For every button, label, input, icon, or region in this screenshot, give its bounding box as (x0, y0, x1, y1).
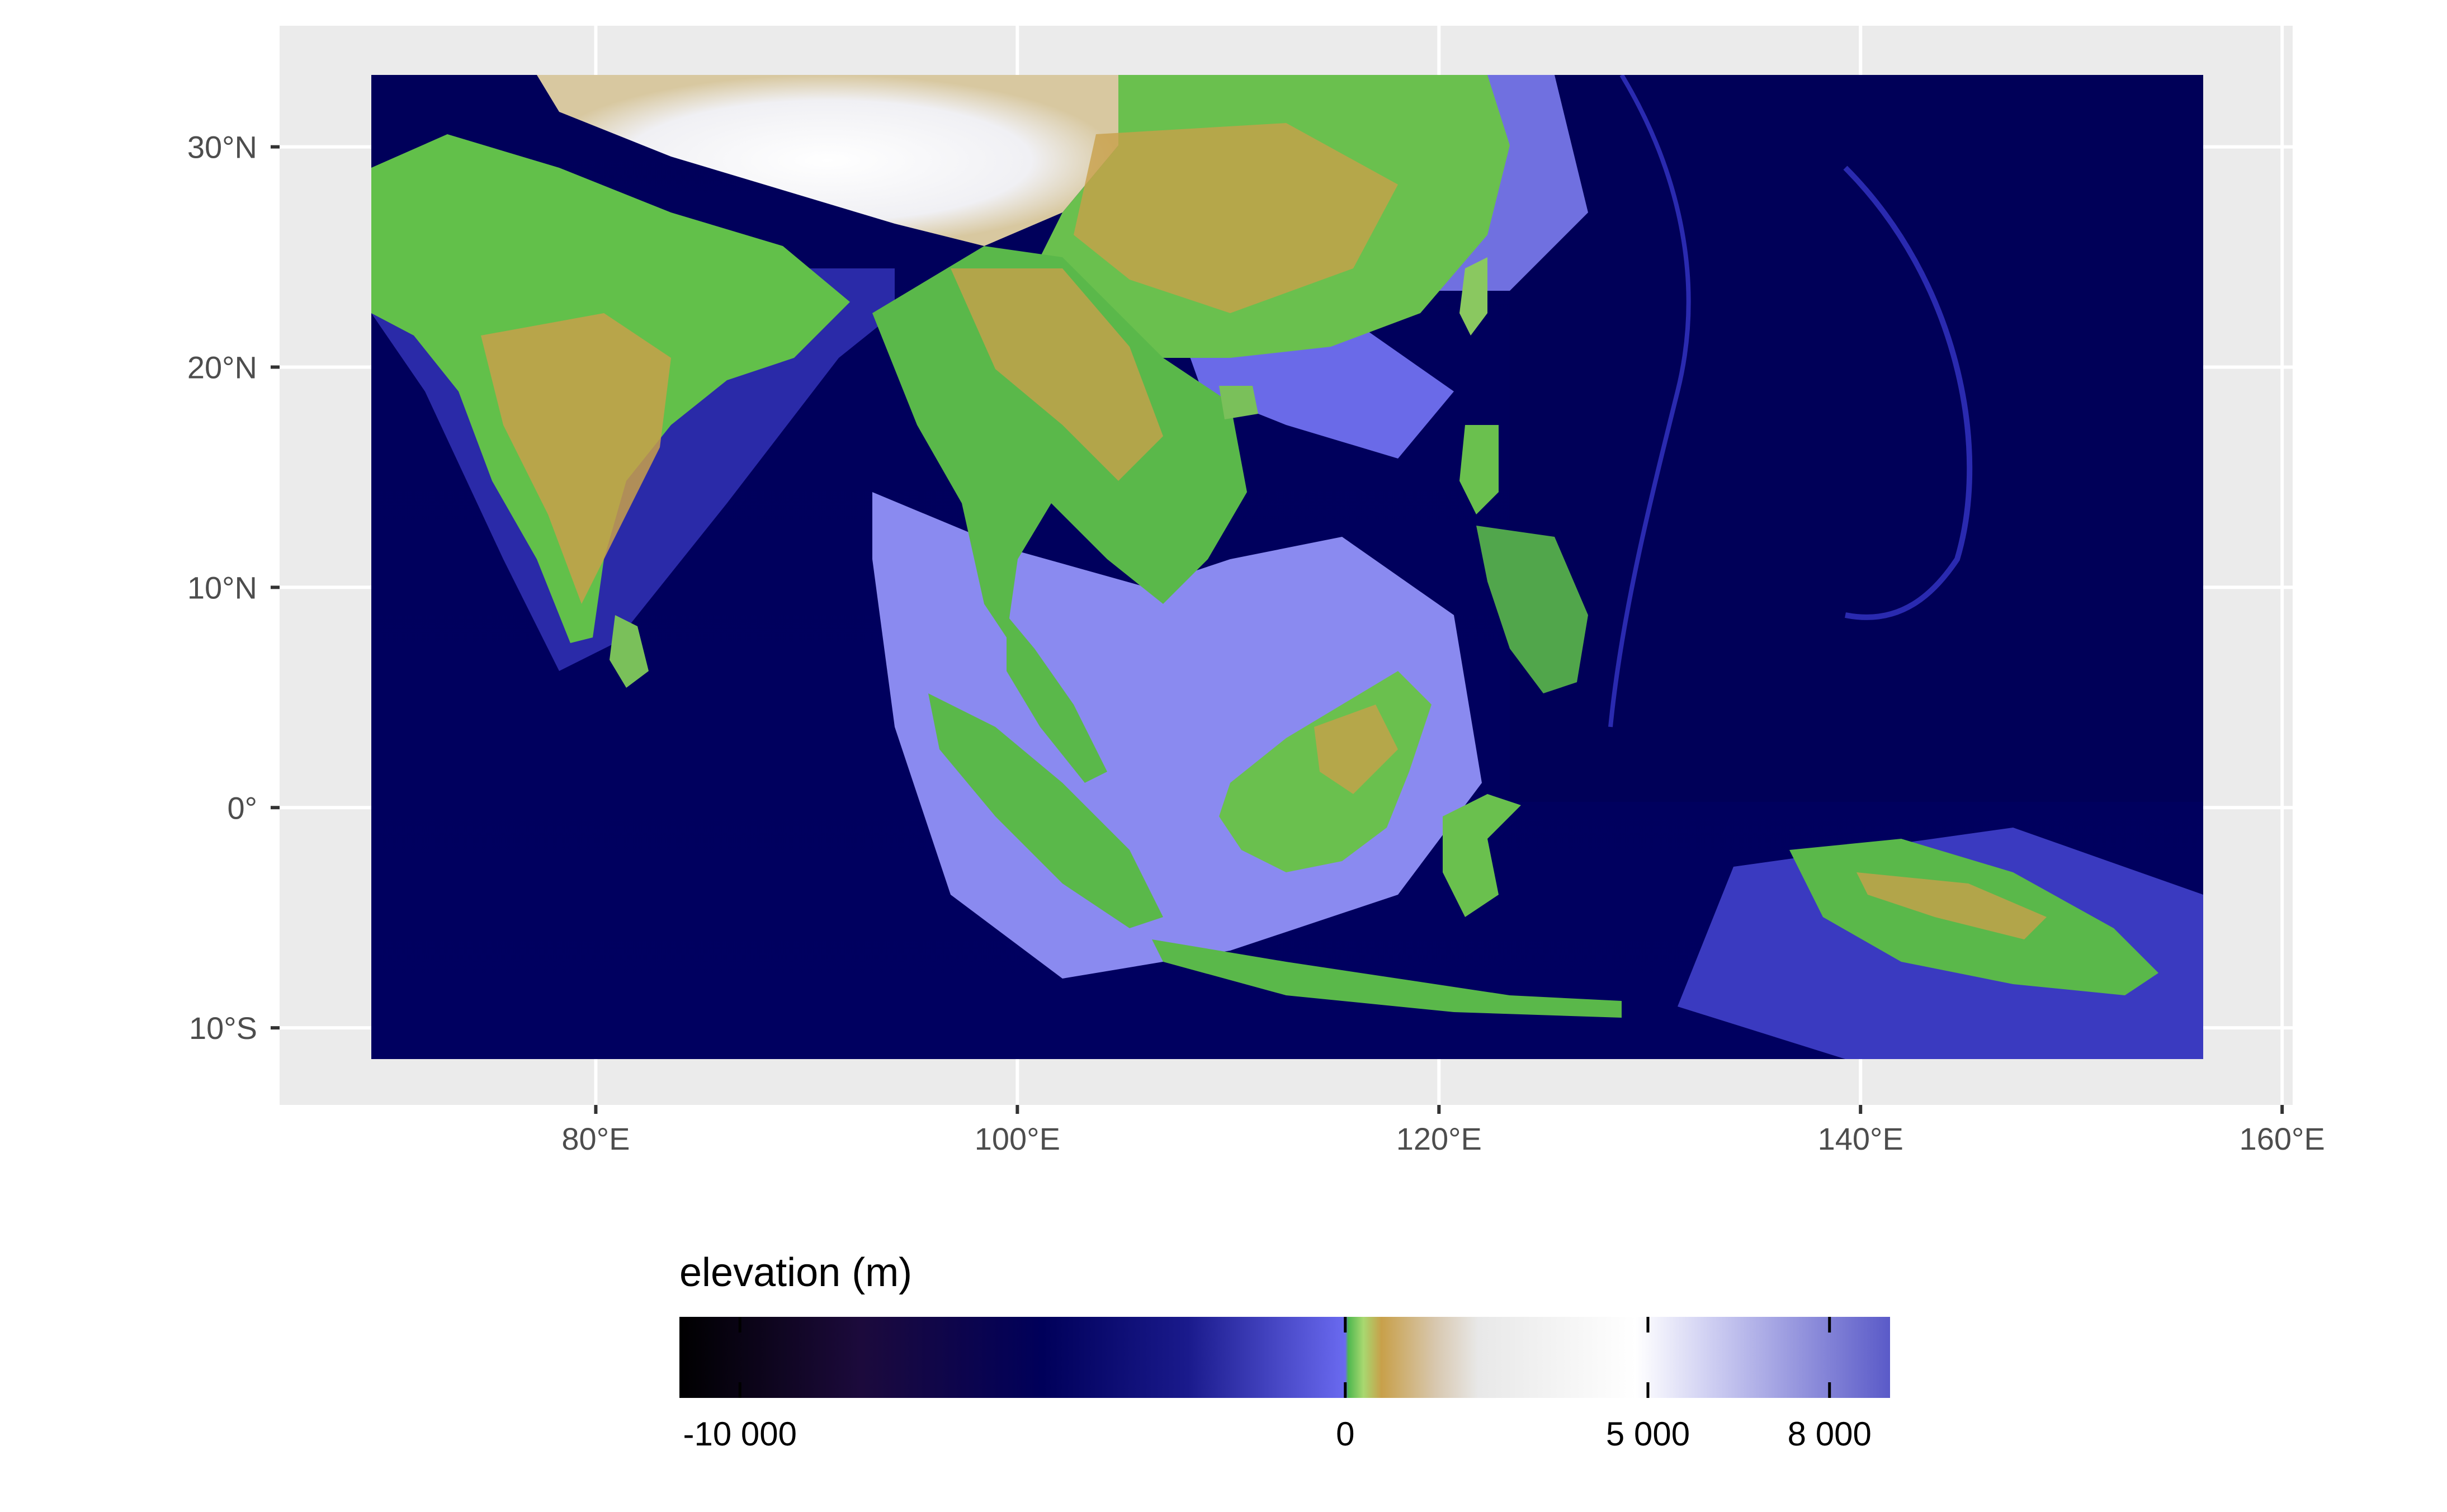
x-tick-label: 160°E (2240, 1121, 2325, 1156)
luzon (1459, 425, 1499, 514)
y-tick-label: 10°N (187, 570, 257, 605)
sri-lanka (610, 615, 649, 688)
y-tick-label: 30°N (187, 130, 257, 165)
x-tick-label: 80°E (561, 1121, 630, 1156)
y-tick-label: 20°N (187, 350, 257, 385)
java-lesser-sunda (1152, 939, 1622, 1018)
legend-break-label: 5 000 (1606, 1415, 1690, 1453)
mariana-trench-outline (1843, 166, 1973, 620)
deccan-plateau (481, 313, 671, 604)
legend-ticks: -10 000 0 5 000 8 000 (683, 1317, 1872, 1453)
ridge-outline (1608, 75, 1691, 727)
y-tick-label: 0° (227, 790, 257, 825)
new-guinea-highlands (1856, 872, 2047, 939)
sumatra (928, 693, 1163, 928)
y-tick-label: 10°S (189, 1010, 257, 1046)
indochina (872, 246, 1247, 637)
legend: elevation (m) -10 000 0 5 000 8 000 (679, 1250, 1890, 1453)
malay-peninsula (1007, 615, 1107, 783)
legend-break-label: -10 000 (683, 1415, 797, 1453)
x-tick-label: 100°E (975, 1121, 1060, 1156)
y-axis: 30°N 20°N 10°N 0° 10°S (187, 130, 280, 1046)
elevation-raster (371, 75, 2203, 1059)
taiwan-island (1459, 257, 1487, 336)
indochina-highlands (951, 268, 1163, 481)
x-axis: 80°E 100°E 120°E 140°E 160°E (561, 1105, 2325, 1156)
x-tick-label: 120°E (1396, 1121, 1482, 1156)
legend-colorbar (679, 1317, 1890, 1398)
china-hills (1074, 123, 1398, 313)
philippine-islands (1476, 526, 1588, 693)
himalaya-tibet (537, 75, 1118, 246)
legend-title: elevation (m) (679, 1250, 912, 1295)
x-tick-label: 140°E (1818, 1121, 1903, 1156)
hainan-island (1219, 386, 1258, 419)
legend-break-label: 0 (1336, 1415, 1354, 1453)
borneo-highlands (1314, 705, 1398, 794)
pacific-deep-basin (1510, 75, 2203, 802)
sulawesi (1443, 794, 1521, 917)
legend-break-label: 8 000 (1788, 1415, 1872, 1453)
